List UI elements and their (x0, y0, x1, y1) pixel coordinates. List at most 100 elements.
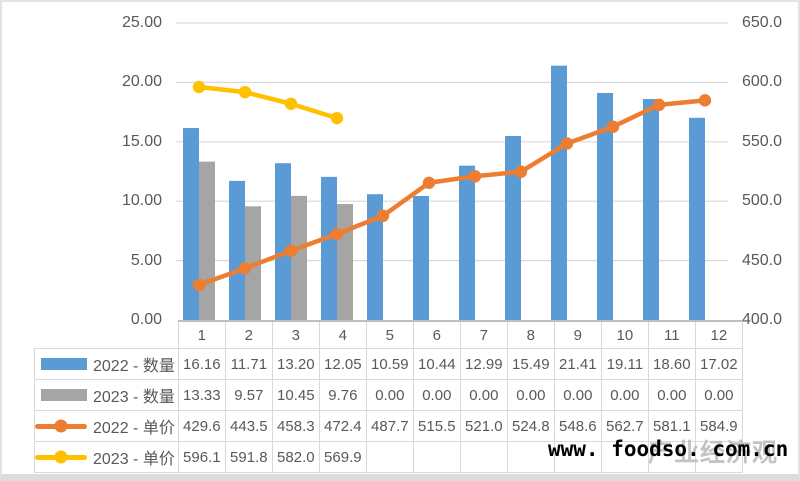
line-swatch-icon (35, 419, 87, 433)
month-header: 8 (506, 320, 555, 349)
month-header: 3 (271, 320, 320, 349)
bar (321, 176, 337, 320)
line-marker (238, 262, 252, 275)
value-cell: 10.59 (365, 348, 414, 380)
month-header: 5 (365, 320, 414, 349)
line-marker (284, 244, 298, 257)
legend-cell: 2023 - 数量 (34, 379, 179, 411)
right-axis-tick: 550.0 (742, 132, 783, 150)
legend-cell: 2022 - 数量 (34, 348, 179, 380)
month-header: 1 (177, 320, 226, 349)
month-header: 4 (318, 320, 367, 349)
bar (245, 206, 261, 320)
left-axis-tick: 20.00 (121, 73, 162, 91)
value-cell: 17.02 (694, 348, 743, 380)
bar (689, 117, 705, 320)
bar (551, 65, 567, 320)
line-marker (284, 97, 298, 110)
value-cell (412, 441, 461, 473)
bar (229, 180, 245, 320)
line-marker (514, 165, 528, 178)
faint-chinese-watermark: 产业经济观察 (648, 439, 779, 467)
table-row: 2022 - 数量 16.16 11.71 13.20 12.05 10.59 10.44 1… (34, 348, 743, 380)
bar-swatch-icon (41, 358, 87, 370)
bar (183, 128, 199, 320)
month-header: 6 (412, 320, 461, 349)
chart-data-table: 1 2 3 4 5 6 7 8 9 10 11 12 2022 - 数量 16.16 11.71 13.20… (34, 320, 743, 473)
month-header: 10 (600, 320, 649, 349)
legend-cell: 2023 - 单价 (34, 441, 179, 473)
value-cell: 591.8 (224, 441, 273, 473)
value-cell (694, 441, 743, 473)
line-marker (652, 98, 666, 112)
value-cell: 562.7 (600, 410, 649, 442)
right-axis-tick: 400.0 (742, 311, 783, 328)
value-cell: 9.57 (224, 379, 273, 411)
month-header: 7 (459, 320, 508, 349)
value-cell: 0.00 (694, 379, 743, 411)
value-cell: 18.60 (647, 348, 696, 380)
value-cell: 569.9 (318, 441, 367, 473)
month-header: 9 (553, 320, 602, 349)
line-marker (238, 85, 252, 99)
line-marker (606, 120, 620, 133)
right-axis-tick: 600.0 (742, 73, 783, 91)
value-cell: 21.41 (553, 348, 602, 380)
value-cell (365, 441, 414, 473)
line-marker (192, 80, 206, 94)
value-cell: 0.00 (412, 379, 461, 411)
value-cell: 0.00 (506, 379, 555, 411)
line-swatch-icon (35, 450, 87, 464)
bar (505, 135, 521, 320)
bar (413, 195, 429, 320)
series-name: 2022 - 单价 (93, 420, 175, 437)
line-marker (192, 278, 206, 292)
series-name: 2022 - 数量 (93, 358, 175, 375)
left-axis-tick: 5.00 (130, 251, 162, 269)
value-cell (647, 441, 696, 473)
value-cell (553, 441, 602, 473)
value-cell: 10.45 (271, 379, 320, 411)
left-axis-tick: 25.00 (121, 14, 162, 31)
table-row: 2022 - 单价 429.6 443.5 458.3 472.4 487.7 515.5 5… (34, 410, 743, 442)
value-cell: 596.1 (177, 441, 226, 473)
right-axis-tick: 450.0 (742, 251, 783, 269)
bar-swatch-icon (41, 389, 87, 401)
value-cell: 524.8 (506, 410, 555, 442)
value-cell: 13.20 (271, 348, 320, 380)
value-cell: 12.05 (318, 348, 367, 380)
value-cell: 9.76 (318, 379, 367, 411)
bar (367, 194, 383, 320)
value-cell: 0.00 (553, 379, 602, 411)
value-cell: 472.4 (318, 410, 367, 442)
line-marker (468, 170, 482, 183)
value-cell: 0.00 (647, 379, 696, 411)
month-header-row: 1 2 3 4 5 6 7 8 9 10 11 12 (35, 320, 743, 349)
right-axis-tick: 650.0 (742, 14, 783, 31)
value-cell: 19.11 (600, 348, 649, 380)
value-cell: 584.9 (694, 410, 743, 442)
bar (199, 161, 215, 320)
bar (337, 204, 353, 320)
value-cell: 515.5 (412, 410, 461, 442)
site-url-watermark: www. foodso. com.cn (548, 437, 789, 461)
value-cell (600, 441, 649, 473)
value-cell: 15.49 (506, 348, 555, 380)
value-cell: 458.3 (271, 410, 320, 442)
value-cell: 0.00 (365, 379, 414, 411)
value-cell: 429.6 (177, 410, 226, 442)
series-name: 2023 - 数量 (93, 389, 175, 406)
value-cell: 487.7 (365, 410, 414, 442)
left-axis-tick: 15.00 (121, 132, 162, 150)
table-row: 2023 - 单价 596.1 591.8 582.0 569.9 (34, 441, 743, 473)
bar (597, 92, 613, 320)
blank-corner-cell (35, 321, 179, 349)
bar (291, 195, 307, 320)
left-axis-tick: 10.00 (121, 192, 162, 210)
value-cell: 11.71 (224, 348, 273, 380)
line-marker (376, 209, 390, 223)
line-series (198, 84, 338, 121)
line-marker (422, 176, 436, 189)
value-cell: 16.16 (177, 348, 226, 380)
